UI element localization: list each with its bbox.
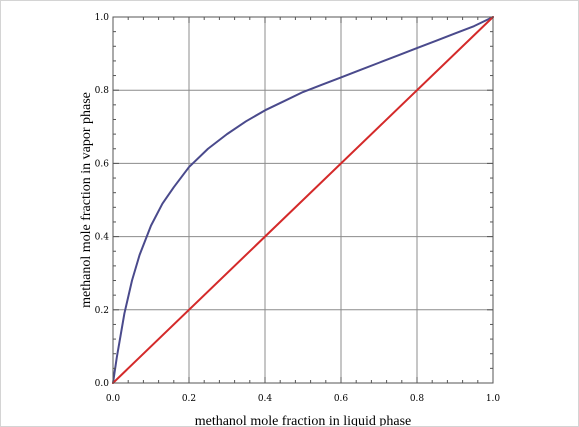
x-tick-label-0: 0.0 (106, 394, 121, 404)
tick-labels: 0.0 0.2 0.4 0.6 0.8 1.0 0.0 0.2 0.4 0.6 0.8 1.0 (95, 13, 501, 404)
axes (112, 16, 494, 384)
y-tick-label-2: 0.4 (95, 233, 110, 243)
x-tick-label-4: 0.8 (410, 394, 425, 404)
series-group (112, 16, 494, 384)
y-tick-label-4: 0.8 (95, 86, 110, 96)
x-tick-label-2: 0.4 (258, 394, 273, 404)
y-axis-title: methanol mole fraction in vapor phase (79, 92, 94, 308)
y-tick-label-0: 0.0 (95, 379, 110, 389)
series-line-1 (112, 16, 494, 384)
series-line-0 (112, 16, 494, 384)
plot-frame (112, 16, 494, 384)
y-tick-label-3: 0.6 (95, 159, 110, 169)
x-tick-label-1: 0.2 (182, 394, 196, 404)
y-tick-label-1: 0.2 (95, 306, 109, 316)
x-tick-label-3: 0.6 (334, 394, 349, 404)
x-tick-label-5: 1.0 (486, 394, 501, 404)
x-axis-title: methanol mole fraction in liquid phase (195, 414, 412, 426)
y-tick-label-5: 1.0 (95, 13, 110, 23)
